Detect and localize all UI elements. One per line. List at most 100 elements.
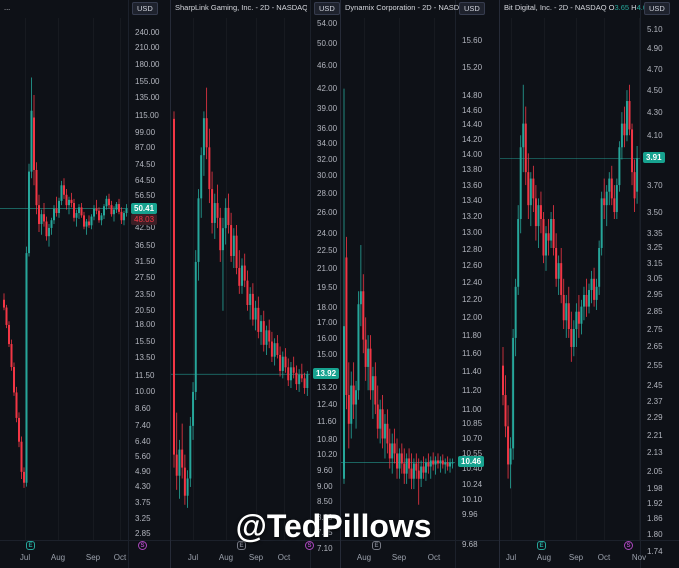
pane-4-header[interactable]: Bit Digital, Inc. - 2D - NASDAQ O3.65 H4… bbox=[504, 3, 646, 12]
price-tick: 14.60 bbox=[462, 105, 483, 115]
pane-3-header[interactable]: Dynamix Corporation - 2D - NASDAQ O… bbox=[345, 3, 466, 12]
price-tick: 54.00 bbox=[317, 19, 338, 29]
pane-2-currency-button[interactable]: USD bbox=[314, 2, 340, 15]
time-axis-label-aug: Aug bbox=[50, 553, 66, 562]
earnings-icon[interactable]: E bbox=[237, 541, 246, 550]
symbol-title: SharpLink Gaming, Inc. - 2D - NASDAQ bbox=[175, 3, 307, 12]
price-tick: 2.85 bbox=[135, 528, 151, 538]
price-tick: 39.00 bbox=[317, 103, 338, 113]
price-tick: 7.40 bbox=[135, 420, 151, 430]
price-tick: 2.37 bbox=[647, 396, 663, 406]
quote-field-key: H bbox=[629, 3, 637, 12]
pane-4: Bit Digital, Inc. - 2D - NASDAQ O3.65 H4… bbox=[499, 0, 679, 568]
price-tick: 12.40 bbox=[317, 399, 338, 409]
price-tick: 7.10 bbox=[317, 543, 333, 553]
price-tick: 19.50 bbox=[317, 282, 338, 292]
price-tick: 3.05 bbox=[647, 274, 663, 284]
price-tick: 1.74 bbox=[647, 546, 663, 556]
pane-1-header[interactable]: ... bbox=[4, 3, 10, 12]
pane-3-candlestick-chart[interactable] bbox=[341, 0, 455, 556]
pane-4-currency-button[interactable]: USD bbox=[644, 2, 670, 15]
price-tick: 15.50 bbox=[135, 337, 156, 347]
price-tick: 2.21 bbox=[647, 430, 663, 440]
price-tick: 2.85 bbox=[647, 307, 663, 317]
price-tick: 50.00 bbox=[317, 39, 338, 49]
time-axis-label-aug: Aug bbox=[218, 553, 234, 562]
time-axis-label-aug: Aug bbox=[536, 553, 552, 562]
price-tick: 2.65 bbox=[647, 342, 663, 352]
pane-1-candlestick-chart[interactable] bbox=[0, 0, 128, 556]
price-tick: 64.50 bbox=[135, 176, 156, 186]
time-axis-label-sep: Sep bbox=[391, 553, 407, 562]
price-tick: 36.50 bbox=[135, 240, 156, 250]
time-axis-label-nov: Nov bbox=[631, 553, 647, 562]
price-tick: 20.50 bbox=[135, 305, 156, 315]
price-tick: 12.60 bbox=[462, 261, 483, 271]
price-tick: 21.00 bbox=[317, 263, 338, 273]
time-axis-separator bbox=[0, 540, 170, 541]
split-icon[interactable]: S bbox=[624, 541, 633, 550]
price-tick: 31.50 bbox=[135, 257, 156, 267]
price-tick: 10.80 bbox=[317, 435, 338, 445]
price-tick: 17.00 bbox=[317, 318, 338, 328]
pane-1-price-axis[interactable]: 240.00 210.00 180.00 155.00 135.00 115.00 99.0… bbox=[128, 0, 171, 568]
pane-3-currency-button[interactable]: USD bbox=[459, 2, 485, 15]
price-tick: 42.50 bbox=[135, 223, 156, 233]
price-tick: 11.40 bbox=[462, 367, 482, 377]
price-tick: 13.40 bbox=[462, 196, 483, 206]
price-tick: 11.50 bbox=[135, 371, 155, 381]
price-tick: 14.80 bbox=[462, 91, 483, 101]
earnings-icon[interactable]: E bbox=[26, 541, 35, 550]
price-tick: 15.20 bbox=[462, 63, 483, 73]
price-tick: 9.00 bbox=[317, 482, 333, 492]
price-tick: 11.60 bbox=[462, 348, 482, 358]
price-tick: 2.55 bbox=[647, 361, 663, 371]
price-tick: 26.00 bbox=[317, 208, 338, 218]
last-price-label: 50.41 bbox=[131, 202, 158, 214]
time-axis-separator bbox=[500, 540, 679, 541]
price-tick: 11.60 bbox=[317, 416, 337, 426]
price-tick: 2.95 bbox=[647, 290, 663, 300]
price-tick: 27.50 bbox=[135, 272, 156, 282]
time-axis-label-oct: Oct bbox=[113, 553, 127, 562]
price-tick: 30.00 bbox=[317, 171, 338, 181]
time-axis-label-sep: Sep bbox=[85, 553, 101, 562]
price-tick: 14.00 bbox=[462, 149, 483, 159]
pane-4-candlestick-chart[interactable] bbox=[500, 0, 640, 556]
pane-4-price-axis[interactable]: 5.10 4.90 4.70 4.50 4.30 4.10 3.70 3.50 3.35 3.25… bbox=[640, 0, 679, 568]
quote-field-value: 4.01 bbox=[636, 3, 646, 12]
price-tick: 3.15 bbox=[647, 258, 663, 268]
pane-2-price-axis[interactable]: 54.00 50.00 46.00 42.00 39.00 36.00 34.00 32.00… bbox=[310, 0, 342, 568]
price-tick: 2.29 bbox=[647, 413, 663, 423]
price-tick: 16.00 bbox=[317, 333, 338, 343]
price-tick: 4.10 bbox=[647, 130, 663, 140]
last-price-label: 3.91 bbox=[643, 152, 665, 164]
pane-2-candlestick-chart[interactable] bbox=[171, 0, 310, 556]
price-tick: 13.80 bbox=[462, 165, 483, 175]
pane-1-currency-button[interactable]: USD bbox=[132, 2, 158, 15]
price-tick: 2.13 bbox=[647, 448, 663, 458]
pane-2: SharpLink Gaming, Inc. - 2D - NASDAQ O13… bbox=[170, 0, 340, 568]
price-tick: 4.90 bbox=[647, 44, 663, 54]
pane-2-header[interactable]: SharpLink Gaming, Inc. - 2D - NASDAQ O13… bbox=[175, 3, 307, 12]
price-tick: 9.68 bbox=[462, 539, 478, 549]
price-tick: 3.75 bbox=[135, 497, 151, 507]
price-tick: 46.00 bbox=[317, 60, 338, 70]
price-tick: 180.00 bbox=[135, 60, 160, 70]
price-tick: 87.00 bbox=[135, 142, 156, 152]
price-tick: 10.70 bbox=[462, 434, 483, 443]
price-tick: 12.00 bbox=[462, 312, 483, 322]
price-tick: 4.30 bbox=[135, 482, 151, 492]
earnings-icon[interactable]: E bbox=[537, 541, 546, 550]
price-tick: 11.80 bbox=[462, 330, 482, 340]
price-tick: 1.92 bbox=[647, 498, 663, 508]
split-icon[interactable]: S bbox=[305, 541, 314, 550]
price-tick: 10.40 bbox=[462, 464, 483, 474]
pane-3-price-axis[interactable]: 15.60 15.20 14.80 14.60 14.40 14.20 14.00 13.80… bbox=[455, 0, 501, 568]
time-axis-label-aug: Aug bbox=[356, 553, 372, 562]
price-tick: 13.00 bbox=[462, 228, 483, 238]
earnings-icon[interactable]: E bbox=[372, 541, 381, 550]
price-tick: 5.10 bbox=[647, 24, 663, 34]
price-tick: 10.85 bbox=[462, 419, 483, 429]
split-icon[interactable]: S bbox=[138, 541, 147, 550]
